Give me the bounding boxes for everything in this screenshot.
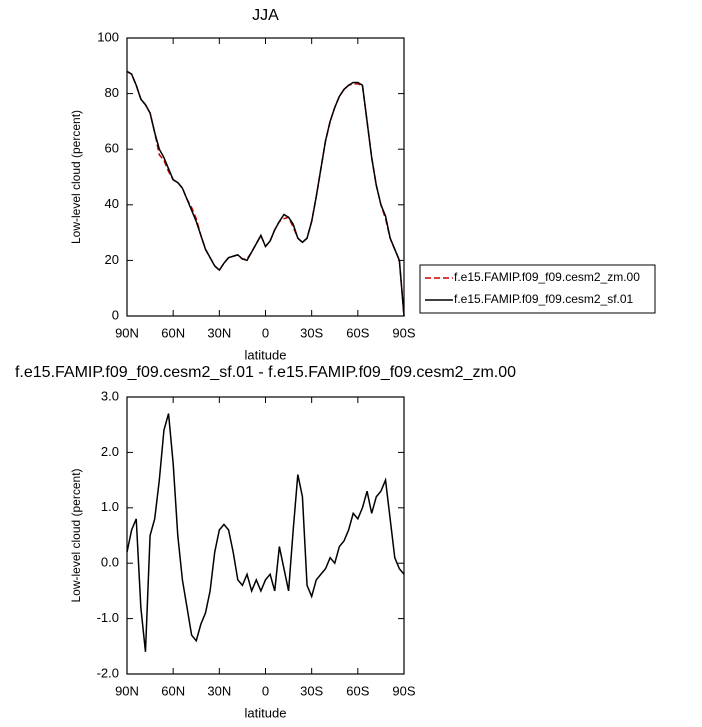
x-tick-label: 90S: [392, 683, 415, 698]
data-line: [126, 70, 405, 317]
y-tick-label: 0.0: [101, 555, 119, 570]
x-tick-label: 90N: [115, 683, 139, 698]
x-tick-label: 90N: [115, 325, 139, 340]
y-tick-label: -1.0: [97, 610, 119, 625]
legend-label: f.e15.FAMIP.f09_f09.cesm2_zm.00: [454, 270, 640, 284]
legend-box: [419, 264, 656, 314]
x-tick-label: 0: [262, 683, 269, 698]
chart-title: JJA: [252, 7, 279, 24]
y-tick-label: -2.0: [97, 665, 119, 680]
y-tick-label: 100: [97, 29, 119, 44]
x-tick-label: 30S: [300, 683, 323, 698]
y-tick-label: 1.0: [101, 499, 119, 514]
legend-label: f.e15.FAMIP.f09_f09.cesm2_sf.01: [454, 292, 634, 306]
chart-title: f.e15.FAMIP.f09_f09.cesm2_sf.01 - f.e15.…: [15, 364, 516, 381]
y-tick-label: 80: [105, 85, 119, 100]
plot-frame: [126, 37, 405, 317]
x-tick-label: 60S: [346, 325, 369, 340]
x-tick-label: 60N: [161, 683, 185, 698]
y-tick-label: 20: [105, 252, 119, 267]
x-axis-label: latitude: [245, 347, 287, 362]
x-tick-label: 60S: [346, 683, 369, 698]
data-line: [126, 70, 405, 317]
x-tick-label: 30N: [207, 325, 231, 340]
x-tick-label: 30S: [300, 325, 323, 340]
x-axis-label: latitude: [245, 705, 287, 720]
x-tick-label: 60N: [161, 325, 185, 340]
plot-frame: [126, 396, 405, 675]
y-axis-label: Low-level cloud (percent): [69, 110, 83, 244]
x-tick-label: 0: [262, 325, 269, 340]
y-tick-label: 3.0: [101, 388, 119, 403]
y-tick-label: 40: [105, 196, 119, 211]
x-tick-label: 30N: [207, 683, 231, 698]
data-line: [126, 413, 405, 652]
y-tick-label: 0: [112, 307, 119, 322]
x-tick-label: 90S: [392, 325, 415, 340]
y-tick-label: 60: [105, 141, 119, 156]
y-tick-label: 2.0: [101, 444, 119, 459]
y-axis-label: Low-level cloud (percent): [69, 468, 83, 602]
